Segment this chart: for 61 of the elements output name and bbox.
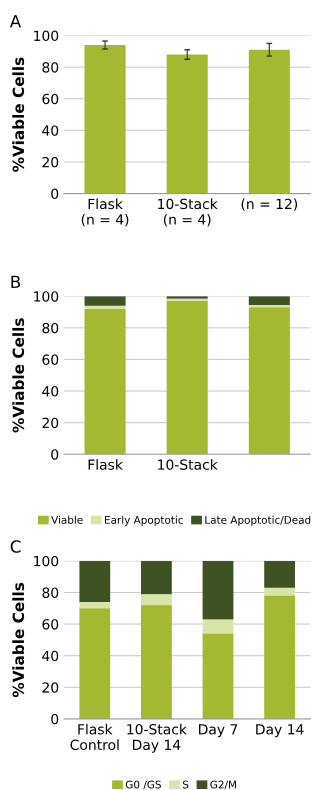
y-tick-label: 100 xyxy=(34,556,58,566)
bar xyxy=(264,588,295,596)
bar xyxy=(264,560,295,588)
x-tick-label: 10-Stack (n = 4) xyxy=(158,198,218,226)
x-tick-label: Flask Control xyxy=(70,724,119,750)
bar xyxy=(202,560,234,620)
bar xyxy=(264,596,295,719)
bar xyxy=(141,560,172,594)
y-tick-label: 0 xyxy=(51,714,58,724)
x-tick-label: Flask (n = 4) xyxy=(82,198,128,226)
bar xyxy=(248,296,290,305)
bar xyxy=(202,619,234,634)
bar xyxy=(84,306,126,309)
bar xyxy=(248,307,290,454)
y-axis-title: %Viable Cells xyxy=(12,318,24,432)
y-tick-label: 60 xyxy=(42,619,58,630)
bar xyxy=(141,605,172,719)
y-tick-label: 100 xyxy=(34,30,58,42)
bar xyxy=(84,45,126,194)
legend-label: G0 /GS xyxy=(126,780,161,790)
y-tick-label: 20 xyxy=(42,156,58,168)
y-tick-label: 60 xyxy=(42,354,58,365)
legend-label: Early Apoptotic xyxy=(105,516,183,526)
bar xyxy=(202,634,234,719)
y-tick-label: 20 xyxy=(42,682,58,693)
y-tick-label: 80 xyxy=(42,322,58,334)
bar xyxy=(141,594,172,606)
bar xyxy=(166,54,208,194)
x-tick-label: Day 14 xyxy=(256,724,304,738)
y-axis-title: %Viable Cells xyxy=(12,58,24,172)
chart-title: C xyxy=(10,540,21,553)
y-tick-label: 40 xyxy=(42,386,58,397)
chart-title: A xyxy=(10,15,22,28)
y-tick-label: 20 xyxy=(42,418,58,428)
y-tick-label: 60 xyxy=(42,94,58,104)
y-tick-label: 40 xyxy=(42,650,58,662)
x-tick-label: 10-Stack Day 14 xyxy=(127,724,187,753)
y-axis-title: %Viable Cells xyxy=(12,582,24,698)
bar xyxy=(248,304,290,308)
y-tick-label: 80 xyxy=(42,587,58,598)
legend-label: S xyxy=(183,780,188,788)
bar xyxy=(84,308,126,454)
chart-title: B xyxy=(11,276,20,288)
legend-label: G2/M xyxy=(210,780,236,790)
x-tick-label: Flask xyxy=(88,459,123,470)
y-tick-label: 40 xyxy=(42,125,58,136)
x-tick-label: Day 7 xyxy=(199,724,238,738)
bar xyxy=(79,560,110,602)
bar xyxy=(79,602,110,608)
y-tick-label: 80 xyxy=(42,62,58,73)
legend-label: Late Apoptotic/Dead xyxy=(205,516,310,526)
legend-label: Viable xyxy=(51,516,83,524)
x-tick-label: 10-Stack xyxy=(158,459,218,470)
bar xyxy=(248,50,290,194)
bar xyxy=(84,296,126,306)
y-tick-label: 100 xyxy=(34,291,58,302)
y-tick-label: 0 xyxy=(51,188,58,200)
x-tick-label: (n = 12) xyxy=(242,198,298,211)
y-tick-label: 0 xyxy=(51,449,58,460)
bar xyxy=(79,608,110,719)
bar xyxy=(166,300,208,454)
